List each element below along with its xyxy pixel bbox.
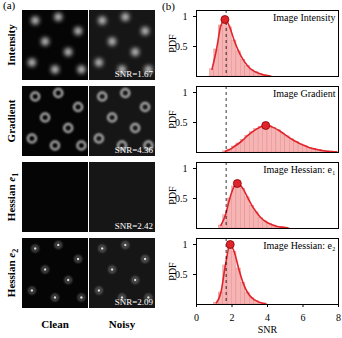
svg-text:2: 2 — [230, 312, 235, 323]
svg-text:0.5: 0.5 — [175, 268, 188, 280]
svg-text:Hessian e2: Hessian e2 — [5, 249, 20, 297]
svg-text:Gradient: Gradient — [5, 99, 17, 142]
svg-text:SNR=2.09: SNR=2.09 — [115, 297, 154, 307]
svg-text:1: 1 — [183, 11, 188, 22]
html-text:(b): (b) — [162, 0, 175, 12]
svg-text:Intensity: Intensity — [5, 24, 17, 66]
svg-text:Image Intensity: Image Intensity — [273, 12, 335, 23]
svg-text:1: 1 — [183, 87, 188, 98]
svg-text:0.5: 0.5 — [175, 40, 188, 52]
svg-text:Noisy: Noisy — [109, 318, 136, 330]
svg-text:PDF: PDF — [167, 110, 178, 129]
svg-text:8: 8 — [336, 312, 341, 323]
svg-text:SNR: SNR — [258, 324, 278, 335]
svg-text:(a): (a) — [3, 0, 16, 12]
svg-text:0: 0 — [194, 312, 199, 323]
svg-text:Image Gradient: Image Gradient — [273, 88, 336, 99]
svg-text:6: 6 — [301, 312, 306, 323]
svg-text:0.5: 0.5 — [175, 116, 188, 128]
svg-text:Clean: Clean — [41, 318, 69, 330]
svg-text:SNR=2.42: SNR=2.42 — [115, 221, 153, 231]
svg-text:PDF: PDF — [167, 262, 178, 281]
svg-text:1: 1 — [183, 163, 188, 174]
svg-text:Image Hessian: e₁: Image Hessian: e₁ — [263, 164, 335, 175]
svg-text:1: 1 — [183, 239, 188, 250]
svg-text:PDF: PDF — [167, 186, 178, 205]
svg-text:Image Hessian: e₂: Image Hessian: e₂ — [263, 240, 335, 251]
svg-text:SNR=1.67: SNR=1.67 — [115, 69, 154, 79]
svg-text:4: 4 — [265, 312, 270, 323]
svg-text:SNR=4.36: SNR=4.36 — [115, 145, 154, 155]
svg-text:PDF: PDF — [167, 34, 178, 53]
svg-text:0.5: 0.5 — [175, 192, 188, 204]
svg-text:Hessian e1: Hessian e1 — [5, 173, 20, 221]
